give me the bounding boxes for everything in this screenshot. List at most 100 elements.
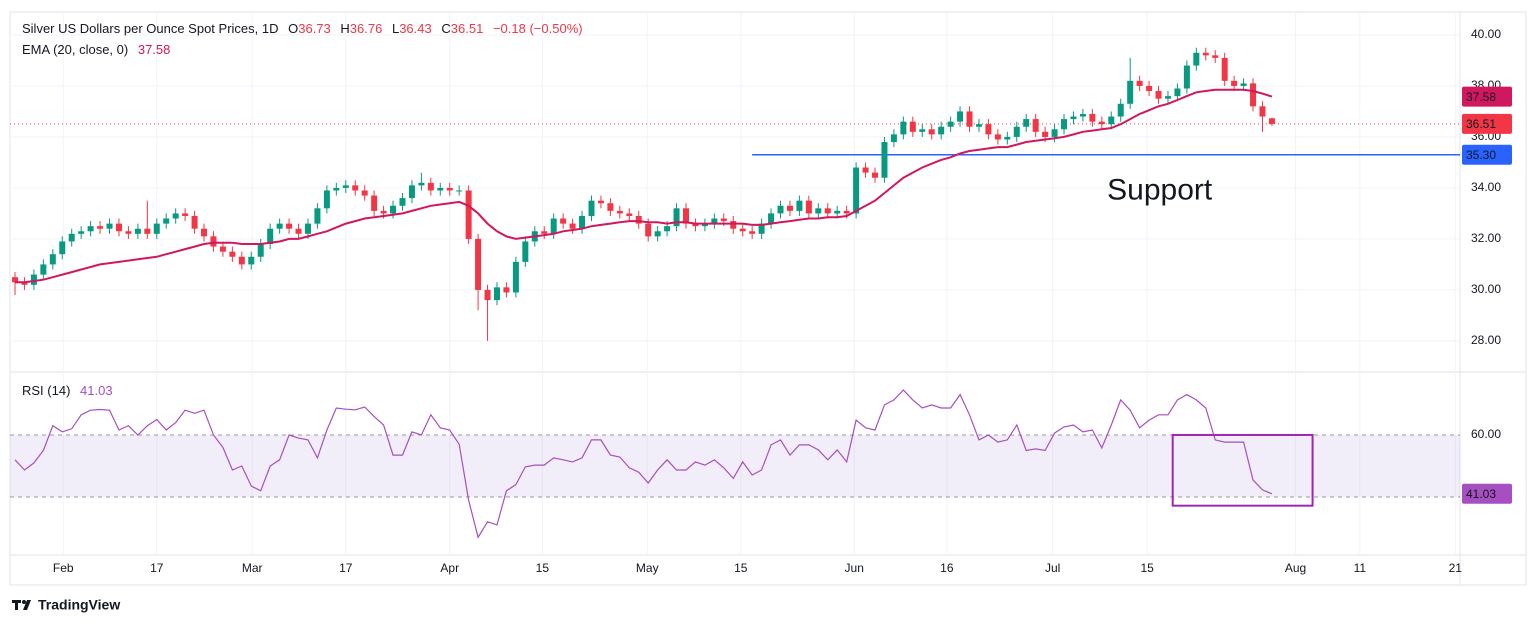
x-tick-label: 15	[536, 561, 550, 575]
candle-body	[408, 185, 415, 199]
support-badge-label: 35.30	[1466, 148, 1496, 162]
candle-body	[295, 228, 302, 234]
plot	[10, 12, 1460, 555]
change-pct: (−0.50%)	[529, 21, 583, 36]
candle-body	[739, 228, 746, 232]
candle-body	[786, 205, 793, 211]
symbol-title: Silver US Dollars per Ounce Spot Prices,…	[22, 21, 279, 36]
ema-badge-label: 37.58	[1466, 90, 1496, 104]
candle-body	[1183, 65, 1190, 89]
candle-body	[872, 172, 879, 178]
candle-body	[40, 264, 47, 275]
last-price-badge-label: 36.51	[1466, 117, 1496, 131]
candle-body	[1032, 119, 1039, 132]
support-badge	[1462, 144, 1512, 165]
candle-body	[522, 241, 529, 262]
candle-body	[210, 236, 217, 247]
candle-body	[1061, 119, 1068, 130]
candle-body	[1202, 52, 1209, 56]
rsi-line	[14, 389, 1273, 539]
candle-body	[380, 210, 387, 214]
candle-body	[229, 251, 236, 257]
rsi-name: RSI (14)	[22, 383, 71, 398]
x-tick-label: Aug	[1285, 561, 1306, 575]
candle-body	[115, 223, 122, 232]
candle-body	[1023, 119, 1030, 127]
x-tick-label: Jul	[1045, 561, 1060, 575]
candle-body	[399, 198, 406, 206]
candle-body	[1098, 121, 1105, 125]
candle-body	[144, 228, 151, 234]
rsi-badge	[1462, 483, 1512, 504]
candle-body	[805, 200, 812, 214]
rsi-badge-label: 41.03	[1466, 487, 1496, 501]
y-tick-label: 40.00	[1471, 27, 1501, 41]
candle-body	[635, 215, 642, 224]
ema-line	[15, 88, 1273, 284]
candle-body	[853, 167, 860, 214]
candle-body	[484, 289, 491, 301]
candle-body	[257, 244, 264, 257]
candle-body	[843, 210, 850, 214]
candle-body	[1221, 57, 1228, 81]
candle-body	[456, 190, 463, 192]
candle-body	[1250, 83, 1257, 107]
candle-body	[796, 200, 803, 211]
x-tick-label: Jun	[845, 561, 864, 575]
candle-body	[493, 287, 500, 301]
candle-body	[1127, 80, 1134, 104]
rsi-value: 41.03	[80, 383, 113, 398]
candle-body	[446, 187, 453, 191]
legend-main: Silver US Dollars per Ounce Spot Prices,…	[22, 21, 583, 36]
candle-body	[1164, 96, 1171, 99]
candle-body	[87, 226, 94, 232]
highlight-box	[1171, 433, 1314, 507]
candle-body	[219, 246, 226, 252]
candle-body	[1070, 116, 1077, 120]
candle-body	[437, 187, 444, 191]
candle-body	[1042, 131, 1049, 137]
candle-body	[1174, 88, 1181, 97]
candle-body	[947, 121, 954, 127]
candle-body	[1193, 52, 1200, 66]
candle-body	[30, 274, 37, 285]
candle-body	[957, 111, 964, 122]
candle-body	[1079, 113, 1086, 117]
candle-body	[692, 223, 699, 227]
x-tick-label: Apr	[440, 561, 459, 575]
ohlc-value: 36.76	[349, 21, 383, 36]
candle-body	[314, 208, 321, 224]
candle-body	[361, 190, 368, 196]
candle-body	[749, 231, 756, 234]
candle-body	[12, 277, 19, 283]
candle-body	[49, 254, 56, 265]
ohlc-value: 36.73	[298, 21, 331, 36]
candle-body	[881, 142, 888, 178]
candle-body	[134, 228, 141, 234]
candle-body	[352, 185, 359, 191]
y-tick-label: 28.00	[1471, 333, 1501, 347]
candle-body	[1108, 116, 1115, 125]
ohlc-value: 36.43	[399, 21, 432, 36]
candle-body	[106, 223, 113, 229]
candle-body	[597, 200, 604, 204]
candle-body	[201, 228, 208, 237]
candle-body	[1212, 55, 1219, 58]
ohlc-value: 36.51	[450, 21, 484, 36]
y-tick-label: 32.00	[1471, 231, 1501, 245]
candle-body	[1004, 136, 1011, 140]
candle-body	[579, 215, 586, 229]
candle-body	[78, 231, 85, 234]
candle-body	[730, 221, 737, 229]
candle-body	[607, 203, 614, 211]
candle-body	[267, 228, 274, 245]
candle-body	[191, 215, 198, 229]
x-tick-label: 15	[1141, 561, 1155, 575]
x-tick-label: Mar	[242, 561, 263, 575]
candle-body	[975, 124, 982, 127]
candle-body	[541, 231, 548, 234]
logo-mark	[15, 600, 18, 610]
candle-body	[21, 282, 28, 285]
candle-body	[1231, 80, 1238, 86]
